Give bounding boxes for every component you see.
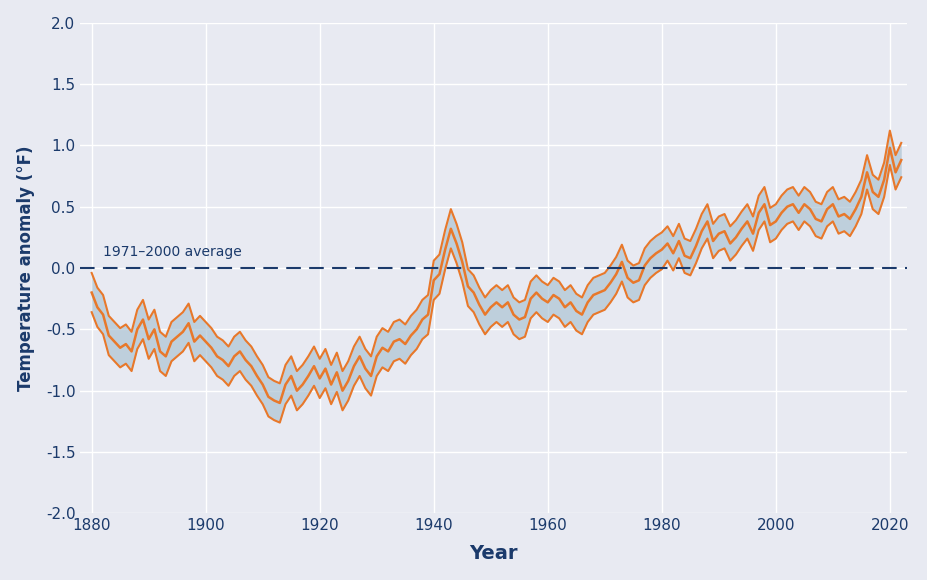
X-axis label: Year: Year [469, 545, 517, 563]
Y-axis label: Temperature anomaly (°F): Temperature anomaly (°F) [17, 145, 34, 391]
Text: 1971–2000 average: 1971–2000 average [103, 245, 242, 259]
